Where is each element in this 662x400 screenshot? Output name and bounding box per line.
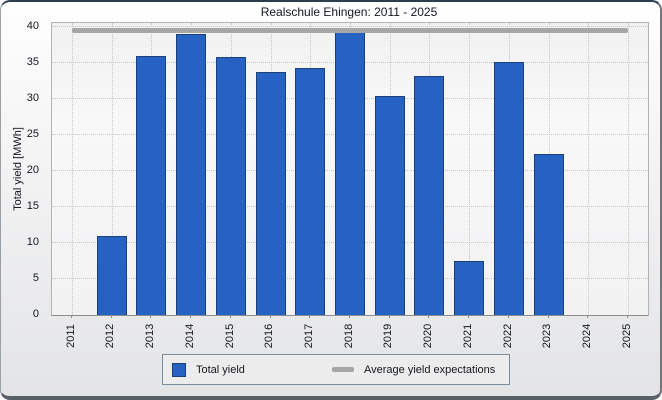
x-tick-label-2018: 2018 xyxy=(332,319,366,353)
x-tick-label-2025: 2025 xyxy=(610,319,644,353)
x-tick-label-text: 2011 xyxy=(64,324,77,348)
x-tick-label-2024: 2024 xyxy=(570,319,604,353)
x-tick-label-2020: 2020 xyxy=(411,319,445,353)
x-tick-label-text: 2023 xyxy=(541,323,554,349)
bar-2013 xyxy=(136,55,167,315)
chart-title: Realschule Ehingen: 2011 - 2025 xyxy=(260,5,438,19)
y-tick-label: 35 xyxy=(26,56,39,68)
x-tick-mark xyxy=(229,315,231,318)
plot-area xyxy=(51,22,649,316)
x-tick-label-text: 2021 xyxy=(462,323,475,349)
x-axis-tick-labels: 2011 2012 2013 2014 2015 2016 2017 2018 2019 2020… xyxy=(51,315,647,357)
average-line-swatch-icon xyxy=(332,367,354,372)
x-tick-label-2014: 2014 xyxy=(173,319,207,353)
x-tick-label-2023: 2023 xyxy=(531,319,565,353)
v-gridline xyxy=(588,23,590,315)
x-tick-label-2016: 2016 xyxy=(253,319,287,353)
legend-item-total-yield: Total yield xyxy=(172,355,245,384)
bar-2018 xyxy=(335,27,365,315)
y-tick-label: 20 xyxy=(26,164,39,176)
bar-2021 xyxy=(454,261,485,315)
x-tick-label-text: 2022 xyxy=(501,323,514,349)
x-tick-label-2012: 2012 xyxy=(94,319,128,353)
bar-2020 xyxy=(414,75,445,315)
y-tick-label: 15 xyxy=(26,200,39,212)
x-tick-label-2017: 2017 xyxy=(292,319,326,353)
legend-label: Total yield xyxy=(196,363,245,376)
x-tick-label-text: 2016 xyxy=(263,323,276,349)
x-tick-mark xyxy=(468,315,470,318)
x-tick-label-2021: 2021 xyxy=(451,319,485,353)
x-tick-mark xyxy=(309,315,311,318)
bar-2014 xyxy=(176,34,207,315)
legend: Total yield Average yield expectations xyxy=(162,354,510,385)
y-tick-label: 10 xyxy=(26,236,39,248)
bar-2015 xyxy=(215,57,246,315)
x-tick-label-text: 2015 xyxy=(223,323,236,349)
x-tick-mark xyxy=(507,315,509,318)
legend-label: Average yield expectations xyxy=(364,363,496,376)
y-tick-label: 5 xyxy=(32,272,39,284)
y-axis-tick-labels: 0 5 10 15 20 25 30 35 40 xyxy=(1,20,45,320)
x-tick-label-text: 2013 xyxy=(144,323,157,349)
x-tick-label-2019: 2019 xyxy=(372,319,406,353)
average-yield-line xyxy=(71,28,629,34)
x-tick-label-2013: 2013 xyxy=(133,319,167,353)
v-gridline xyxy=(628,23,630,315)
x-tick-mark xyxy=(627,315,629,318)
x-tick-mark xyxy=(547,315,549,318)
x-tick-label-text: 2019 xyxy=(382,323,395,349)
x-tick-mark xyxy=(428,315,430,318)
x-tick-label-2015: 2015 xyxy=(213,319,247,353)
x-tick-label-2011: 2011 xyxy=(54,319,88,353)
x-tick-label-text: 2014 xyxy=(184,323,197,349)
v-gridline xyxy=(469,23,471,315)
x-tick-label-text: 2020 xyxy=(422,323,435,349)
x-tick-mark xyxy=(269,315,271,318)
legend-item-average-yield-expectations: Average yield expectations xyxy=(332,355,495,384)
x-tick-label-text: 2012 xyxy=(104,323,117,349)
x-tick-mark xyxy=(190,315,192,318)
total-yield-swatch-icon xyxy=(172,362,186,377)
x-tick-label-text: 2024 xyxy=(581,323,594,349)
x-tick-label-text: 2017 xyxy=(303,323,316,349)
v-gridline xyxy=(71,23,73,315)
x-tick-label-text: 2018 xyxy=(342,323,355,349)
x-tick-label-text: 2025 xyxy=(621,323,634,349)
bar-2022 xyxy=(493,61,524,315)
x-tick-mark xyxy=(587,315,589,318)
y-tick-label: 0 xyxy=(32,308,39,320)
x-tick-mark xyxy=(70,315,72,318)
x-tick-mark xyxy=(110,315,112,318)
x-tick-mark xyxy=(388,315,390,318)
y-tick-label: 30 xyxy=(26,92,39,104)
y-tick-label: 25 xyxy=(26,128,39,140)
x-tick-label-2022: 2022 xyxy=(491,319,525,353)
v-gridline xyxy=(111,23,113,315)
bar-2012 xyxy=(96,235,127,315)
x-tick-mark xyxy=(150,315,152,318)
bar-2016 xyxy=(255,72,286,315)
y-tick-label: 40 xyxy=(26,20,39,32)
bar-2019 xyxy=(374,96,405,315)
bar-2017 xyxy=(295,68,326,315)
x-tick-mark xyxy=(349,315,350,318)
bar-2023 xyxy=(533,154,564,315)
